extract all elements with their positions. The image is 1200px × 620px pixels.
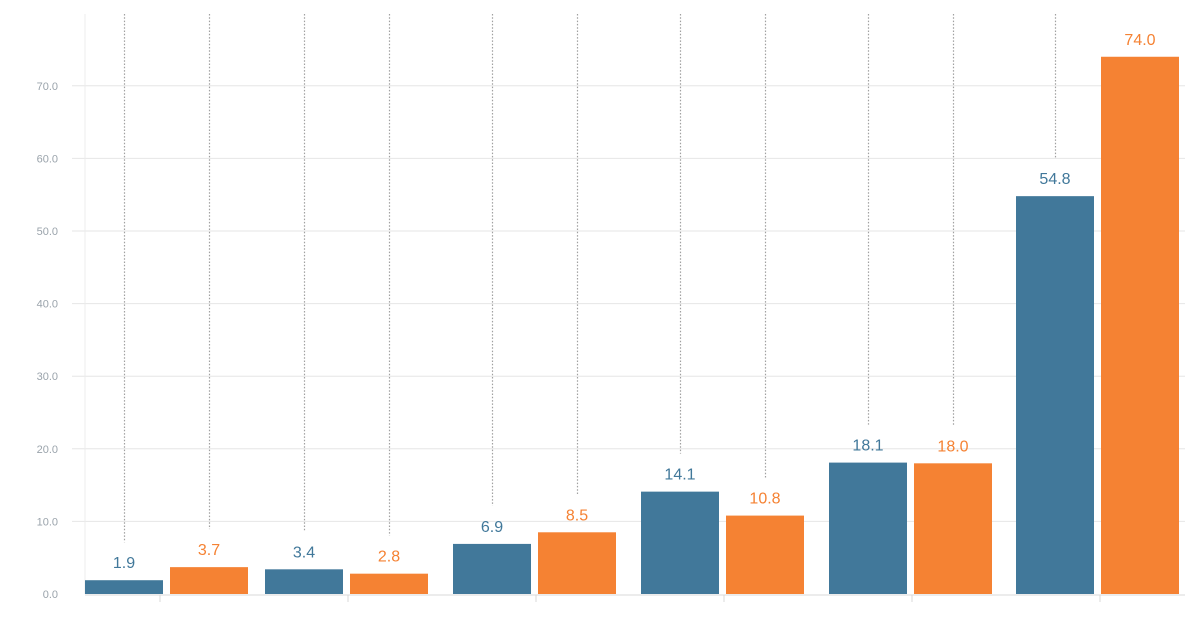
y-tick-label: 40.0 xyxy=(37,299,58,311)
dotted-guide-lines xyxy=(123,14,1057,543)
data-label: 3.4 xyxy=(293,544,315,561)
y-tick-label: 20.0 xyxy=(37,444,58,456)
data-label: 2.8 xyxy=(378,549,400,566)
data-label: 3.7 xyxy=(198,542,220,559)
gridlines xyxy=(72,85,1185,522)
data-label: 54.8 xyxy=(1039,171,1070,188)
data-label: 8.5 xyxy=(566,507,588,524)
data-label: 18.1 xyxy=(852,438,883,455)
bar-series2-group6 xyxy=(1101,56,1179,594)
y-tick-label: 70.0 xyxy=(37,81,58,93)
y-tick-label: 10.0 xyxy=(37,516,58,528)
y-tick-label: 60.0 xyxy=(37,153,58,165)
data-label: 1.9 xyxy=(113,555,135,572)
y-axis: 0.0 10.0 20.0 30.0 40.0 50.0 60.0 70.0 xyxy=(37,14,86,601)
data-label: 18.0 xyxy=(937,438,968,455)
y-tick-label: 0.0 xyxy=(43,589,58,601)
bar-series1-group4 xyxy=(641,491,719,594)
data-label: 6.9 xyxy=(481,519,503,536)
bar-series2-group4 xyxy=(726,515,804,594)
data-labels: 1.9 3.7 3.4 2.8 6.9 8.5 14.1 10.8 18.1 18.0 54.8 74… xyxy=(113,32,1156,572)
bar-series1-group6 xyxy=(1016,196,1094,595)
bar-series2-group5 xyxy=(914,463,992,594)
bar-series2-group2 xyxy=(350,573,428,594)
bar-series1-group3 xyxy=(453,543,531,594)
data-label: 14.1 xyxy=(664,467,695,484)
data-label: 10.8 xyxy=(749,491,780,508)
bar-series1-group2 xyxy=(265,569,343,594)
x-axis xyxy=(85,594,1185,602)
data-label: 74.0 xyxy=(1124,32,1155,49)
y-tick-label: 30.0 xyxy=(37,371,58,383)
bar-series2-group1 xyxy=(170,567,248,594)
bar-series1-group1 xyxy=(85,580,163,594)
y-tick-label: 50.0 xyxy=(37,226,58,238)
bar-series2-group3 xyxy=(538,532,616,594)
bars xyxy=(85,56,1179,595)
bar-series1-group5 xyxy=(829,462,907,594)
